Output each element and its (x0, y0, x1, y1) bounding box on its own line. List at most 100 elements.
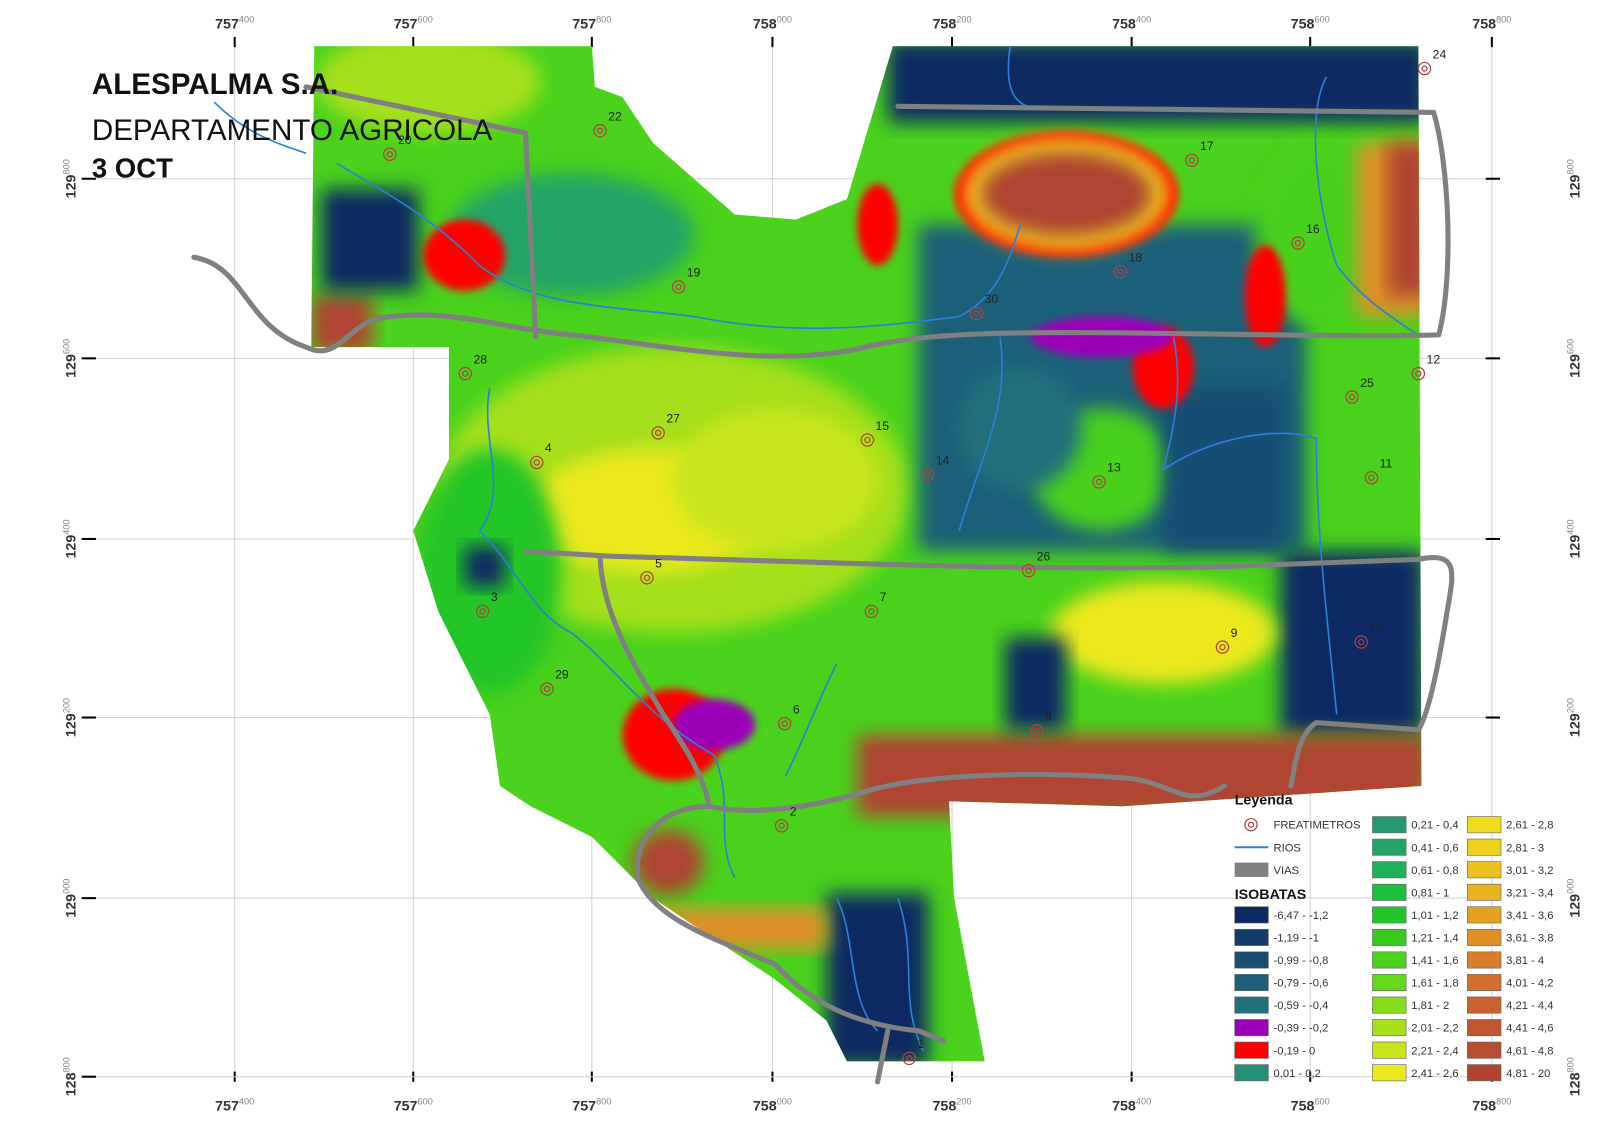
easting-sup: 400 (239, 1096, 254, 1106)
well-ring (1345, 390, 1359, 404)
well-label: 10 (1369, 621, 1383, 635)
raster-zone (1030, 316, 1174, 358)
well-label: 9 (1231, 626, 1238, 640)
northing-label: 129000 (1565, 879, 1583, 918)
legend-swatch (1467, 883, 1502, 901)
well-ring (671, 280, 686, 294)
legend-swatch (1467, 1064, 1502, 1082)
legend-class-label: 3,21 - 3,4 (1506, 887, 1553, 899)
northing-sup: 800 (61, 159, 71, 174)
legend-class-label: 4,01 - 4,2 (1506, 978, 1553, 990)
well-ring (475, 604, 490, 619)
legend-class-label: 4,41 - 4,6 (1506, 1023, 1553, 1035)
raster-zone (632, 829, 705, 896)
easting-main: 758 (1112, 1098, 1136, 1114)
river (784, 663, 838, 777)
legend-class-label: -0,39 - -0,2 (1273, 1023, 1328, 1035)
legend-swatch (1234, 951, 1269, 969)
axis-labels: 7574007574007576007576007578007578007580… (61, 15, 1583, 1115)
legend-class-label: -6,47 - -1,2 (1273, 910, 1328, 922)
easting-sup: 800 (1496, 15, 1511, 25)
legend-layer-label: RIOS (1273, 842, 1300, 854)
legend-well-dot (1247, 821, 1255, 828)
road (191, 103, 1451, 359)
title-block: ALESPALMA S.A. DEPARTAMENTO AGRICOLA 3 O… (92, 68, 493, 184)
northing-sup: 200 (61, 698, 71, 713)
legend-class-label: 0,21 - 0,4 (1411, 820, 1458, 832)
well-label: 29 (555, 668, 569, 682)
well-ring (530, 455, 544, 470)
legend-swatch (1372, 816, 1407, 834)
date-title: 3 OCT (92, 153, 173, 184)
easting-main: 757 (394, 17, 418, 33)
well-label: 25 (1360, 376, 1374, 390)
well-label: 4 (545, 441, 552, 455)
legend-class-label: 4,81 - 20 (1506, 1068, 1550, 1080)
legend-class-label: 3,61 - 3,8 (1506, 933, 1553, 945)
easting-sup: 800 (1496, 1096, 1511, 1106)
northing-label: 129600 (1565, 339, 1583, 378)
well-ring (777, 716, 792, 731)
well-ring (1417, 61, 1432, 76)
easting-main: 758 (1472, 1098, 1496, 1114)
easting-main: 758 (1291, 1098, 1315, 1114)
legend-swatch (1372, 1041, 1407, 1059)
legend-swatch (1234, 996, 1269, 1014)
well-dot (1348, 393, 1356, 401)
well-dot (1368, 474, 1375, 481)
easting-label: 758400 (1112, 15, 1151, 33)
easting-sup: 400 (239, 15, 254, 25)
legend-class-label: 2,21 - 2,4 (1411, 1045, 1458, 1057)
well-ring (920, 467, 935, 482)
legend-swatch (1372, 883, 1407, 901)
northing-label: 129400 (61, 519, 79, 558)
legend-class-label: 2,81 - 3 (1506, 842, 1544, 854)
northing-sup: 000 (61, 879, 71, 894)
raster-zone (673, 699, 756, 751)
road (522, 548, 1455, 789)
well-ring (1113, 264, 1128, 279)
well-label: 2 (790, 804, 797, 818)
well-label: 8 (1045, 710, 1052, 724)
legend-class-label: -0,59 - -0,4 (1273, 1000, 1328, 1012)
well-dot (1117, 268, 1124, 275)
legend-swatch (1372, 928, 1407, 946)
legend-swatch (1467, 906, 1502, 924)
northing-main: 129 (64, 894, 80, 918)
legend-class-label: 2,01 - 2,2 (1411, 1023, 1458, 1035)
raster-zone (1280, 551, 1422, 735)
legend-swatch (1372, 974, 1407, 992)
well-ring (640, 571, 654, 585)
northing-label: 128800 (61, 1057, 79, 1096)
legend-class-label: 1,61 - 1,8 (1411, 978, 1458, 990)
well-dot (533, 459, 540, 466)
company-title: ALESPALMA S.A. (92, 68, 339, 101)
easting-main: 758 (753, 17, 777, 33)
river (958, 336, 1338, 715)
well-ring (1215, 640, 1230, 654)
well-dot (973, 310, 980, 317)
legend-swatch (1467, 1019, 1502, 1037)
easting-main: 758 (753, 1098, 777, 1114)
legend-class-label: -0,19 - 0 (1273, 1045, 1315, 1057)
legend-class-label: -0,99 - -0,8 (1273, 955, 1328, 967)
well-dot (1294, 239, 1302, 247)
easting-main: 757 (394, 1098, 418, 1114)
well-ring (1354, 635, 1368, 649)
legend-swatch (1467, 928, 1502, 946)
well-dot (924, 471, 931, 478)
northing-label: 129800 (1565, 159, 1583, 198)
legend-swatch (1234, 1041, 1269, 1059)
easting-label: 758200 (932, 1096, 971, 1114)
raster-zone (959, 367, 1082, 490)
legend-class-label: 2,41 - 2,6 (1411, 1068, 1458, 1080)
well-dot (386, 151, 393, 158)
legend-swatch (1372, 838, 1407, 856)
well-ring (1291, 236, 1305, 250)
legend-class-label: 0,81 - 1 (1411, 887, 1449, 899)
well-dot (868, 608, 875, 615)
well-label: 1 (917, 1037, 924, 1051)
well-label: 18 (1129, 250, 1143, 264)
well-label: 13 (1107, 461, 1121, 475)
